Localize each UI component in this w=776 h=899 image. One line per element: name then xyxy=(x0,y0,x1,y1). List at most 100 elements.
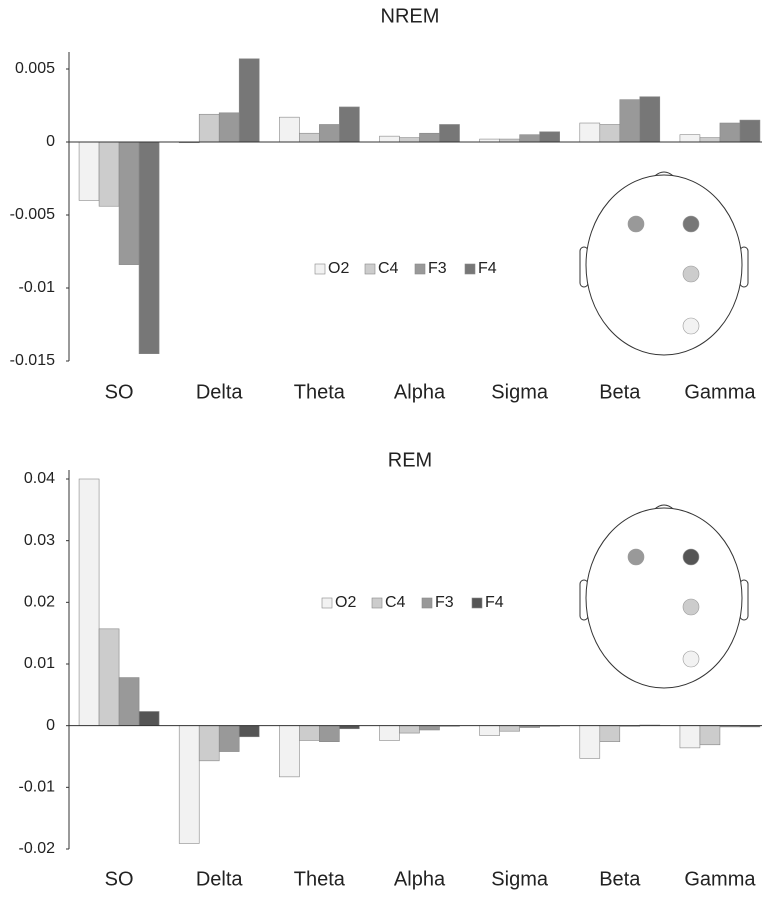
electrode xyxy=(682,650,700,668)
bar xyxy=(419,725,440,731)
legend-swatch xyxy=(371,597,383,609)
bar xyxy=(379,135,400,143)
bar xyxy=(198,725,220,762)
bar xyxy=(619,99,641,143)
bar xyxy=(419,132,440,143)
x-tick-label: Beta xyxy=(599,868,641,890)
bar xyxy=(539,131,560,143)
bar xyxy=(238,58,260,143)
bar xyxy=(138,141,160,354)
x-tick-label: Gamma xyxy=(684,868,756,890)
legend-swatch xyxy=(321,597,333,609)
bar xyxy=(679,725,701,749)
bar xyxy=(599,124,621,143)
y-tick-label: -0.01 xyxy=(19,779,56,796)
y-tick-label: -0.02 xyxy=(19,840,56,857)
x-tick-label: Beta xyxy=(599,381,641,403)
x-tick-label: Alpha xyxy=(394,868,446,890)
bar xyxy=(399,725,420,734)
electrode xyxy=(682,265,700,283)
legend-swatch xyxy=(464,263,476,275)
legend-swatch xyxy=(314,263,326,275)
y-tick-label: 0.02 xyxy=(24,594,55,611)
y-tick-label: 0 xyxy=(46,133,55,150)
bar xyxy=(679,134,701,143)
x-tick-label: SO xyxy=(105,381,134,403)
electrode xyxy=(627,215,645,233)
bar xyxy=(699,137,721,143)
legend-label: F3 xyxy=(435,594,454,611)
x-tick-label: Alpha xyxy=(394,381,446,403)
bar xyxy=(78,478,100,726)
legend-label: F3 xyxy=(428,260,447,277)
legend-swatch xyxy=(364,263,376,275)
head xyxy=(585,507,743,689)
y-tick-label: 0 xyxy=(46,717,55,734)
bar xyxy=(218,725,240,752)
bar xyxy=(719,122,741,143)
bar xyxy=(499,725,520,732)
x-tick-label: Sigma xyxy=(491,868,549,890)
y-tick-label: 0.005 xyxy=(15,60,55,77)
y-tick-label: -0.005 xyxy=(10,206,55,223)
y-tick-label: -0.015 xyxy=(10,352,55,369)
legend-label: O2 xyxy=(335,594,356,611)
x-tick-label: SO xyxy=(105,868,134,890)
x-tick-label: Gamma xyxy=(684,381,756,403)
electrode xyxy=(627,548,645,566)
x-tick-label: Sigma xyxy=(491,381,549,403)
y-tick-label: 0.01 xyxy=(24,655,55,672)
bar xyxy=(479,725,500,736)
bar xyxy=(98,141,120,207)
legend-swatch xyxy=(421,597,433,609)
chart-title: REM xyxy=(388,449,432,471)
bar xyxy=(599,725,621,743)
x-tick-label: Delta xyxy=(196,868,244,890)
bar xyxy=(579,725,601,759)
bar xyxy=(439,124,460,143)
bar xyxy=(279,116,300,143)
bar xyxy=(138,711,160,726)
bar xyxy=(118,141,140,265)
y-tick-label: 0.03 xyxy=(24,532,55,549)
legend-label: C4 xyxy=(378,260,399,277)
legend-label: F4 xyxy=(478,260,497,277)
y-tick-label: 0.04 xyxy=(24,470,55,487)
chart-title: NREM xyxy=(381,5,440,27)
legend-label: F4 xyxy=(485,594,504,611)
bar xyxy=(319,725,340,743)
legend-swatch xyxy=(414,263,426,275)
electrode xyxy=(682,598,700,616)
bar xyxy=(639,96,661,143)
bar xyxy=(339,106,360,143)
legend-label: C4 xyxy=(385,594,406,611)
x-tick-label: Delta xyxy=(196,381,244,403)
bar xyxy=(78,141,100,201)
bar xyxy=(579,122,601,143)
x-tick-label: Theta xyxy=(294,868,346,890)
bar xyxy=(739,119,761,143)
bar xyxy=(98,628,120,726)
bar xyxy=(319,124,340,143)
legend-swatch xyxy=(471,597,483,609)
bar xyxy=(699,725,721,746)
legend-label: O2 xyxy=(328,260,349,277)
head xyxy=(585,174,743,356)
bar xyxy=(299,132,320,143)
bar xyxy=(118,677,140,726)
bar xyxy=(379,725,400,741)
bar xyxy=(238,725,260,738)
bar xyxy=(218,112,240,143)
bar xyxy=(399,137,420,143)
electrode xyxy=(682,548,700,566)
x-tick-label: Theta xyxy=(294,381,346,403)
bar xyxy=(279,725,300,778)
bar xyxy=(299,725,320,741)
bar xyxy=(178,725,200,844)
bar xyxy=(519,134,540,143)
electrode xyxy=(682,215,700,233)
bar xyxy=(198,113,220,143)
electrode xyxy=(682,317,700,335)
y-tick-label: -0.01 xyxy=(19,279,56,296)
